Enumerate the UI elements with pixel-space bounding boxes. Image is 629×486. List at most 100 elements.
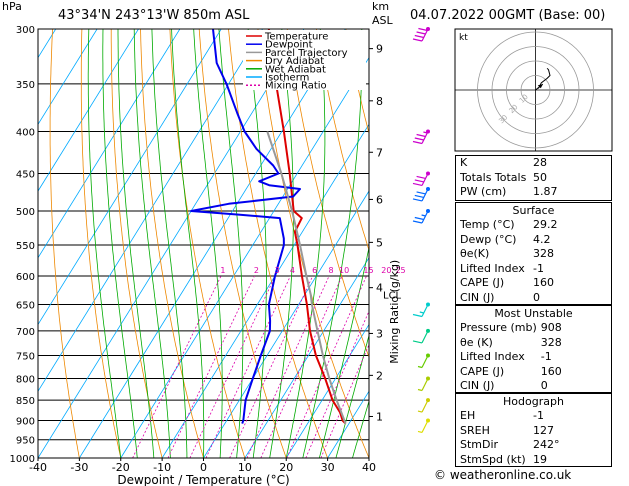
surface-row: Lifted Index -1 bbox=[456, 262, 611, 277]
height-tick-label: 6 bbox=[376, 193, 383, 206]
height-tick-label: 5 bbox=[376, 236, 383, 249]
index-row: Totals Totals 50 bbox=[456, 171, 611, 186]
wind-barb-flag bbox=[417, 430, 423, 434]
wind-barb bbox=[412, 209, 430, 224]
pressure-tick-label: 750 bbox=[16, 351, 35, 362]
mixing-ratio-label: 20 bbox=[381, 266, 391, 275]
height-tick-label: 4 bbox=[376, 282, 383, 295]
legend-label: Mixing Ratio bbox=[265, 81, 327, 92]
wind-barb-flag bbox=[417, 388, 423, 392]
index-value: 28 bbox=[533, 156, 547, 169]
mu-row: CIN (J) 0 bbox=[456, 379, 611, 394]
wind-barb-dot bbox=[426, 302, 430, 307]
wet-adiabat-line bbox=[218, 29, 244, 458]
wind-barb-staff bbox=[421, 304, 429, 317]
hodograph-trace bbox=[537, 67, 551, 89]
isotherm-line bbox=[38, 29, 139, 192]
isotherm-line bbox=[285, 323, 369, 458]
hodo-label: SREH bbox=[460, 423, 490, 437]
temp-tick-label: 20 bbox=[279, 461, 293, 474]
wind-barb-flag bbox=[414, 137, 424, 141]
height-tick-label: 3 bbox=[376, 327, 383, 340]
surface-value: 160 bbox=[533, 276, 554, 290]
mu-value: 908 bbox=[540, 321, 562, 334]
indices-panel: K 28 Totals Totals 50 PW (cm) 1.87 bbox=[455, 155, 612, 201]
dry-adiabat-line bbox=[80, 29, 122, 458]
hodo-row: SREH 127 bbox=[456, 424, 611, 439]
wet-adiabat-line bbox=[117, 29, 155, 458]
index-label: PW (cm) bbox=[460, 185, 507, 199]
pressure-tick-label: 350 bbox=[16, 80, 35, 91]
most-unstable-panel: Most Unstable Pressure (mb) 908 θe (K) 328 L… bbox=[455, 305, 612, 393]
dry-adiabat-line bbox=[169, 29, 246, 458]
index-row: PW (cm) 1.87 bbox=[456, 185, 611, 200]
mixing-ratio-axis-label: Mixing Ratio (g/kg) bbox=[388, 260, 401, 364]
mu-label: CAPE (J) bbox=[460, 364, 505, 378]
wind-barb-dot bbox=[426, 376, 430, 381]
pressure-unit-label: hPa bbox=[2, 0, 22, 13]
hodograph-ring bbox=[477, 31, 594, 149]
wind-barb bbox=[417, 418, 430, 434]
surface-value: 328 bbox=[533, 247, 554, 261]
temp-tick-label: -30 bbox=[70, 461, 88, 474]
mixing-ratio-label: 2 bbox=[254, 266, 259, 275]
wind-barb-dot bbox=[426, 171, 430, 176]
wind-barb-staff bbox=[421, 173, 429, 186]
surface-label: CAPE (J) bbox=[460, 276, 505, 290]
wind-barb-staff bbox=[421, 378, 429, 391]
pressure-tick-label: 550 bbox=[16, 241, 35, 252]
mixing-ratio-line bbox=[305, 310, 369, 458]
surface-row: Dewp (°C) 4.2 bbox=[456, 233, 611, 248]
hodograph-panel: Hodograph EH -1 SREH 127 StmDir 242° StmSpd (k… bbox=[455, 393, 612, 467]
dry-adiabat-line bbox=[610, 29, 629, 458]
mu-row: Lifted Index -1 bbox=[456, 350, 611, 365]
wind-barb bbox=[412, 129, 430, 145]
wind-barb-flag bbox=[412, 38, 423, 42]
wind-barb-dot bbox=[426, 418, 430, 423]
mu-label: Lifted Index bbox=[460, 350, 525, 364]
wet-adiabat-line bbox=[87, 29, 122, 458]
mu-value: -1 bbox=[540, 350, 552, 364]
wind-barb bbox=[412, 186, 430, 202]
hodograph-ring-label: 10 bbox=[518, 93, 530, 105]
wind-barb-dot bbox=[426, 186, 430, 191]
dry-adiabat-line bbox=[110, 29, 163, 458]
mu-label: θe (K) bbox=[460, 335, 493, 349]
surface-value: -1 bbox=[533, 261, 544, 275]
mu-row: Pressure (mb) 908 bbox=[456, 321, 611, 336]
wind-barb-flag bbox=[417, 365, 423, 369]
isotherm-line bbox=[38, 29, 181, 259]
wind-barb-flag bbox=[412, 313, 423, 318]
temperature-line bbox=[267, 29, 347, 425]
storm-motion-arrowhead bbox=[537, 84, 543, 89]
surface-title: Surface bbox=[512, 204, 555, 217]
mixing-ratio-line bbox=[132, 275, 222, 458]
surface-label: θe(K) bbox=[460, 247, 490, 261]
mixing-ratio-label: 25 bbox=[395, 266, 405, 275]
wind-barb-dot bbox=[426, 209, 430, 214]
isotherm-line bbox=[38, 29, 305, 458]
wind-barb-flag bbox=[416, 191, 426, 195]
hodo-label: StmSpd (kt) bbox=[460, 452, 526, 466]
dewpoint-line bbox=[190, 29, 301, 424]
isotherm-line bbox=[161, 123, 369, 458]
legend-label: Dry Adiabat bbox=[265, 56, 324, 67]
wind-barb-staff bbox=[421, 330, 429, 344]
mu-value: 0 bbox=[540, 379, 548, 393]
hodo-label: EH bbox=[460, 409, 476, 422]
wind-barb-staff bbox=[421, 188, 429, 202]
surface-value: 4.2 bbox=[533, 232, 551, 246]
pressure-tick-label: 300 bbox=[16, 25, 35, 36]
hodo-value: 242° bbox=[533, 438, 560, 452]
index-value: 50 bbox=[533, 170, 547, 184]
wind-barb-flag bbox=[416, 175, 426, 180]
wind-barb bbox=[412, 171, 430, 187]
surface-label: Lifted Index bbox=[460, 261, 525, 275]
pressure-tick-label: 700 bbox=[16, 327, 35, 338]
wind-barb-staff bbox=[421, 420, 429, 433]
hodo-row: EH -1 bbox=[456, 409, 611, 424]
legend-label: Wet Adiabat bbox=[265, 64, 326, 75]
isotherm-line bbox=[244, 257, 369, 458]
hodo-label: StmDir bbox=[460, 438, 499, 452]
dry-adiabat-line bbox=[140, 29, 204, 458]
